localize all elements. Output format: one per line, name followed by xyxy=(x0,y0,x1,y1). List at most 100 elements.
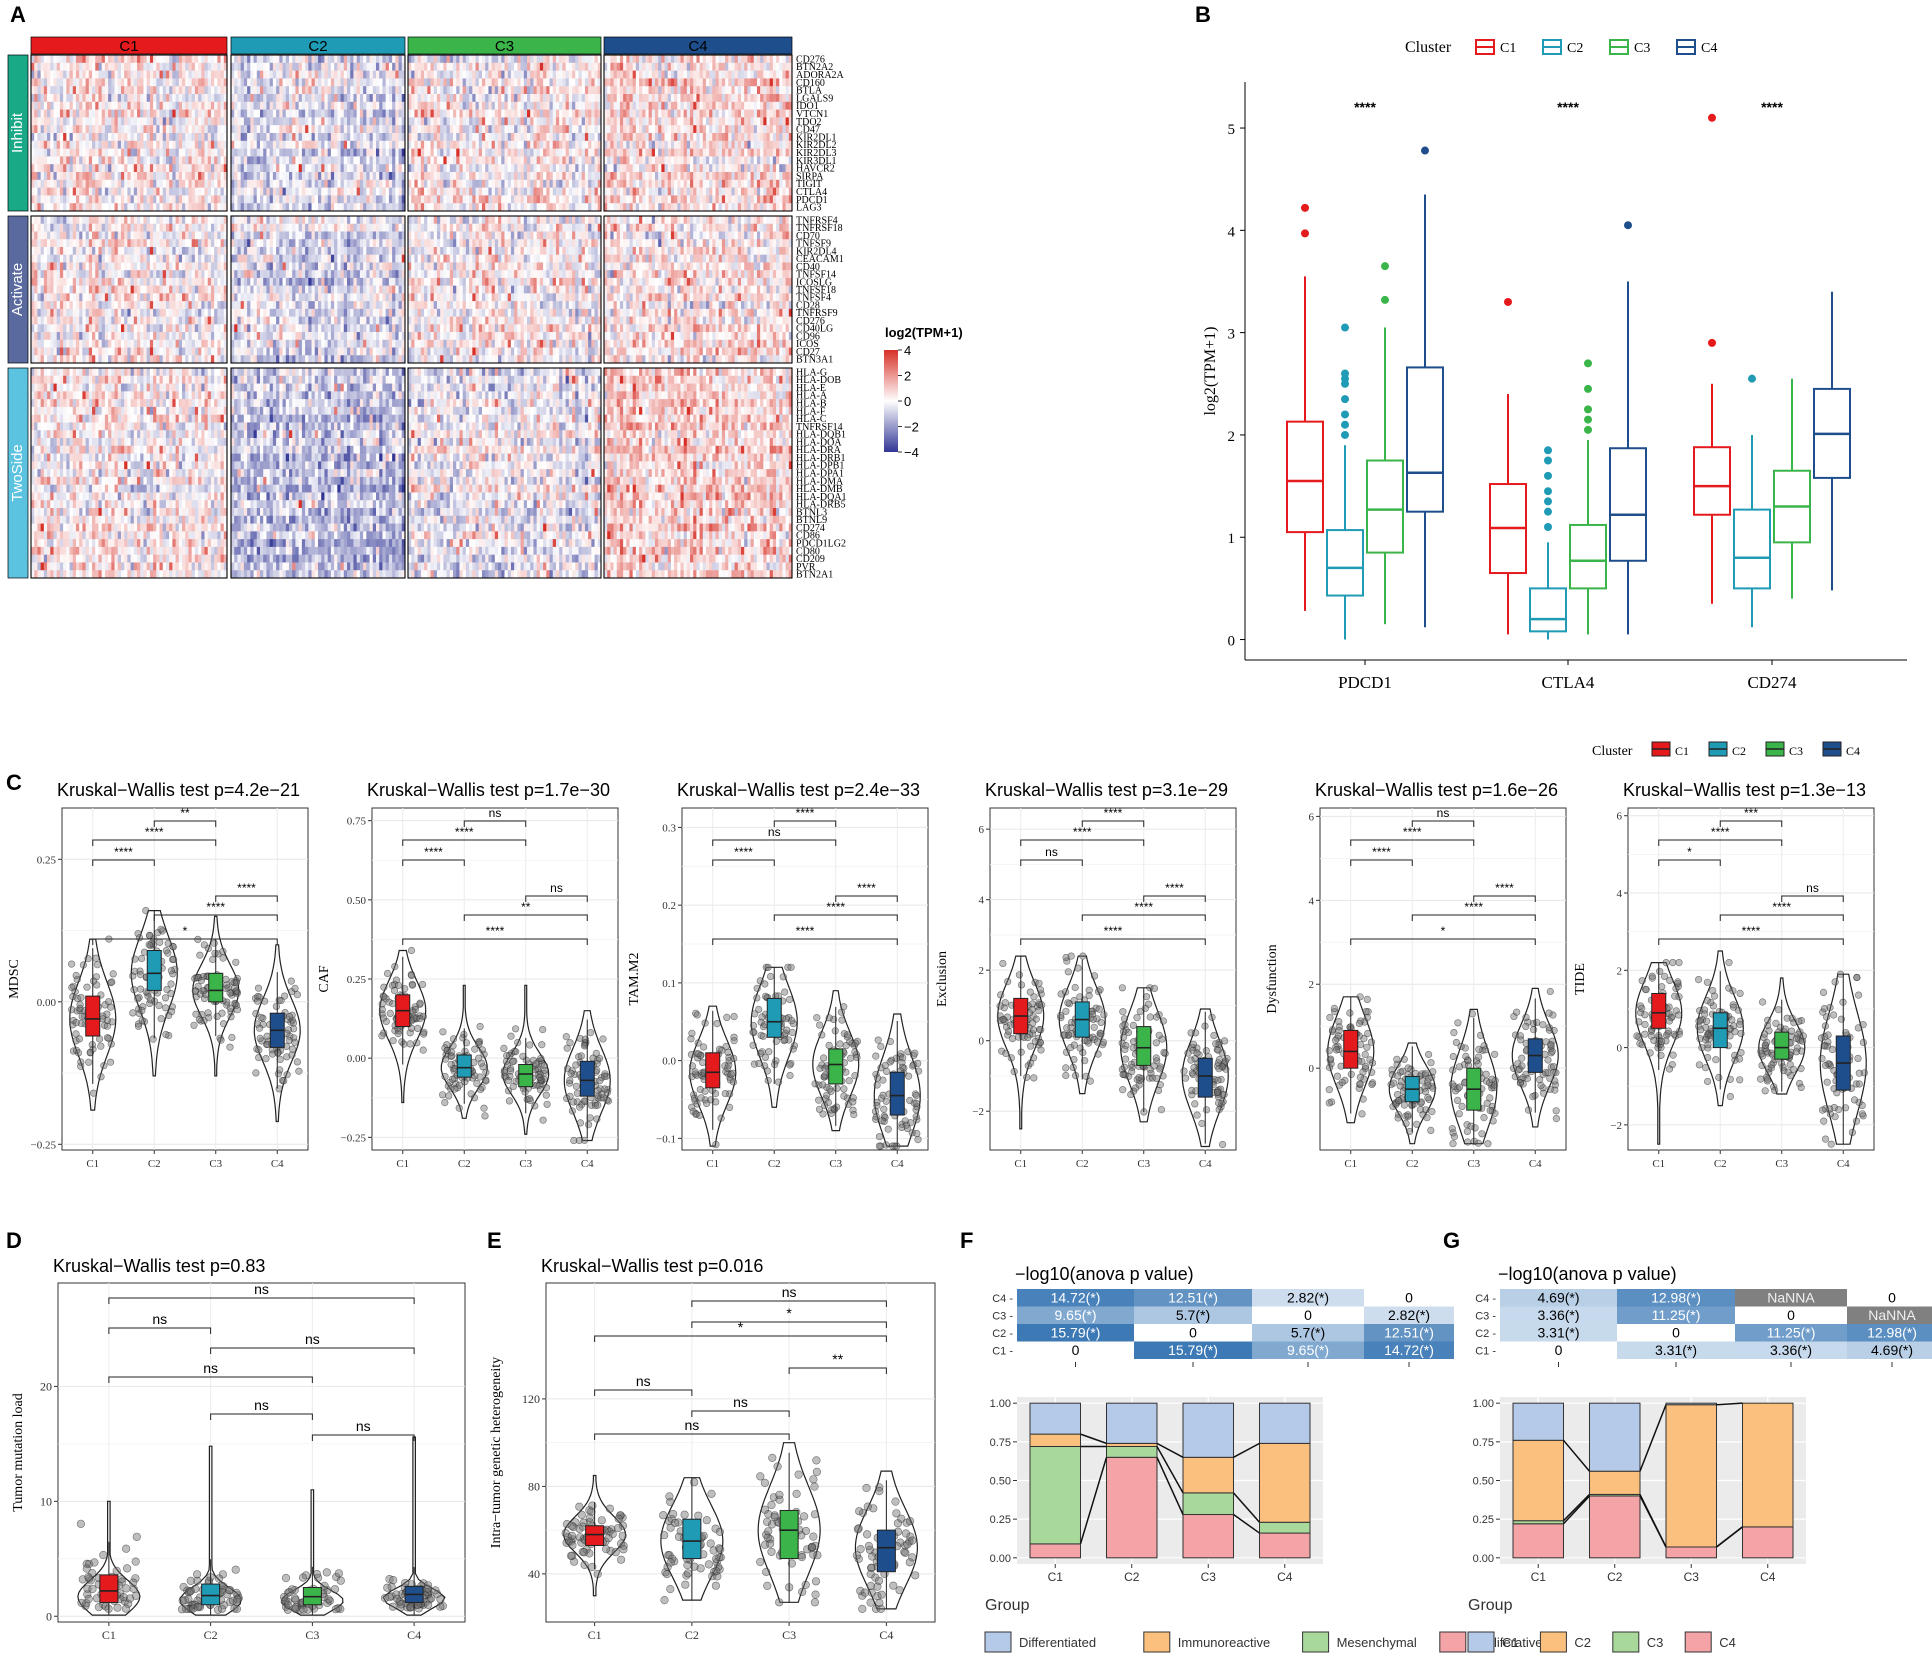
heatmap-cell xyxy=(50,141,54,149)
heatmap-cell xyxy=(57,301,61,309)
heatmap-cell xyxy=(124,156,128,164)
heatmap-cell xyxy=(614,102,618,110)
heatmap-cell xyxy=(302,203,306,211)
heatmap-cell xyxy=(63,293,67,301)
heatmap-cell xyxy=(124,86,128,94)
heatmap-cell xyxy=(82,172,86,180)
heatmap-cell xyxy=(645,117,649,125)
heatmap-cell xyxy=(273,141,277,149)
heatmap-cell xyxy=(86,55,90,63)
heatmap-cell xyxy=(37,278,41,286)
heatmap-cell xyxy=(86,195,90,203)
heatmap-cell xyxy=(201,133,205,141)
heatmap-cell xyxy=(44,102,48,110)
heatmap-cell xyxy=(562,141,566,149)
heatmap-cell xyxy=(353,117,357,125)
heatmap-cell xyxy=(735,125,739,133)
heatmap-cell xyxy=(34,164,38,172)
heatmap-cell xyxy=(70,78,74,86)
heatmap-cell xyxy=(305,133,309,141)
heatmap-cell xyxy=(192,102,196,110)
heatmap-cell xyxy=(63,149,67,157)
heatmap-cell xyxy=(479,133,483,141)
heatmap-cell xyxy=(607,156,611,164)
heatmap-cell xyxy=(392,94,396,102)
heatmap-cell xyxy=(524,172,528,180)
heatmap-cell xyxy=(738,63,742,71)
heatmap-cell xyxy=(92,180,96,188)
heatmap-cell xyxy=(312,86,316,94)
heatmap-cell xyxy=(95,102,99,110)
heatmap-cell xyxy=(566,71,570,79)
heatmap-cell xyxy=(217,180,221,188)
heatmap-cell xyxy=(693,71,697,79)
heatmap-cell xyxy=(447,78,451,86)
heatmap-cell xyxy=(633,188,637,196)
heatmap-cell xyxy=(160,133,164,141)
heatmap-cell xyxy=(728,149,732,157)
heatmap-cell xyxy=(50,231,54,239)
heatmap-cell xyxy=(485,195,489,203)
heatmap-cell xyxy=(440,86,444,94)
heatmap-cell xyxy=(237,117,241,125)
heatmap-cell xyxy=(247,133,251,141)
heatmap-cell xyxy=(527,188,531,196)
heatmap-cell xyxy=(703,110,707,118)
heatmap-cell xyxy=(649,188,653,196)
heatmap-cell xyxy=(357,63,361,71)
heatmap-cell xyxy=(86,172,90,180)
heatmap-cell xyxy=(645,141,649,149)
heatmap-cell xyxy=(540,141,544,149)
heatmap-cell xyxy=(636,203,640,211)
heatmap-cell xyxy=(782,156,786,164)
group-bar-label: TwoSide xyxy=(9,444,26,502)
heatmap-cell xyxy=(127,117,131,125)
heatmap-cell xyxy=(617,102,621,110)
heatmap-cell xyxy=(546,195,550,203)
heatmap-cell xyxy=(453,94,457,102)
heatmap-cell xyxy=(60,133,64,141)
heatmap-cell xyxy=(160,203,164,211)
heatmap-cell xyxy=(357,164,361,172)
heatmap-cell xyxy=(105,195,109,203)
heatmap-cell xyxy=(399,133,403,141)
heatmap-cell xyxy=(198,180,202,188)
heatmap-cell xyxy=(665,86,669,94)
heatmap-cell xyxy=(652,203,656,211)
heatmap-cell xyxy=(312,55,316,63)
heatmap-cell xyxy=(776,102,780,110)
heatmap-cell xyxy=(537,188,541,196)
heatmap-cell xyxy=(779,71,783,79)
heatmap-cell xyxy=(276,164,280,172)
heatmap-cell xyxy=(569,133,573,141)
heatmap-cell xyxy=(585,164,589,172)
heatmap-cell xyxy=(263,110,267,118)
heatmap-cell xyxy=(498,110,502,118)
heatmap-cell xyxy=(767,102,771,110)
heatmap-cell xyxy=(182,195,186,203)
heatmap-cell xyxy=(722,86,726,94)
heatmap-cell xyxy=(386,195,390,203)
heatmap-cell xyxy=(57,348,61,356)
heatmap-cell xyxy=(41,301,45,309)
heatmap-cell xyxy=(399,110,403,118)
heatmap-cell xyxy=(696,94,700,102)
heatmap-cell xyxy=(751,125,755,133)
heatmap-cell xyxy=(687,141,691,149)
heatmap-cell xyxy=(217,117,221,125)
heatmap-cell xyxy=(779,195,783,203)
heatmap-cell xyxy=(437,203,441,211)
heatmap-cell xyxy=(754,102,758,110)
heatmap-cell xyxy=(276,55,280,63)
heatmap-cell xyxy=(521,164,525,172)
heatmap-cell xyxy=(498,172,502,180)
heatmap-cell xyxy=(192,156,196,164)
heatmap-cell xyxy=(289,180,293,188)
heatmap-cell xyxy=(431,156,435,164)
heatmap-cell xyxy=(459,172,463,180)
heatmap-cell xyxy=(620,195,624,203)
heatmap-cell xyxy=(456,117,460,125)
heatmap-cell xyxy=(700,86,704,94)
heatmap-cell xyxy=(530,164,534,172)
heatmap-cell xyxy=(250,117,254,125)
